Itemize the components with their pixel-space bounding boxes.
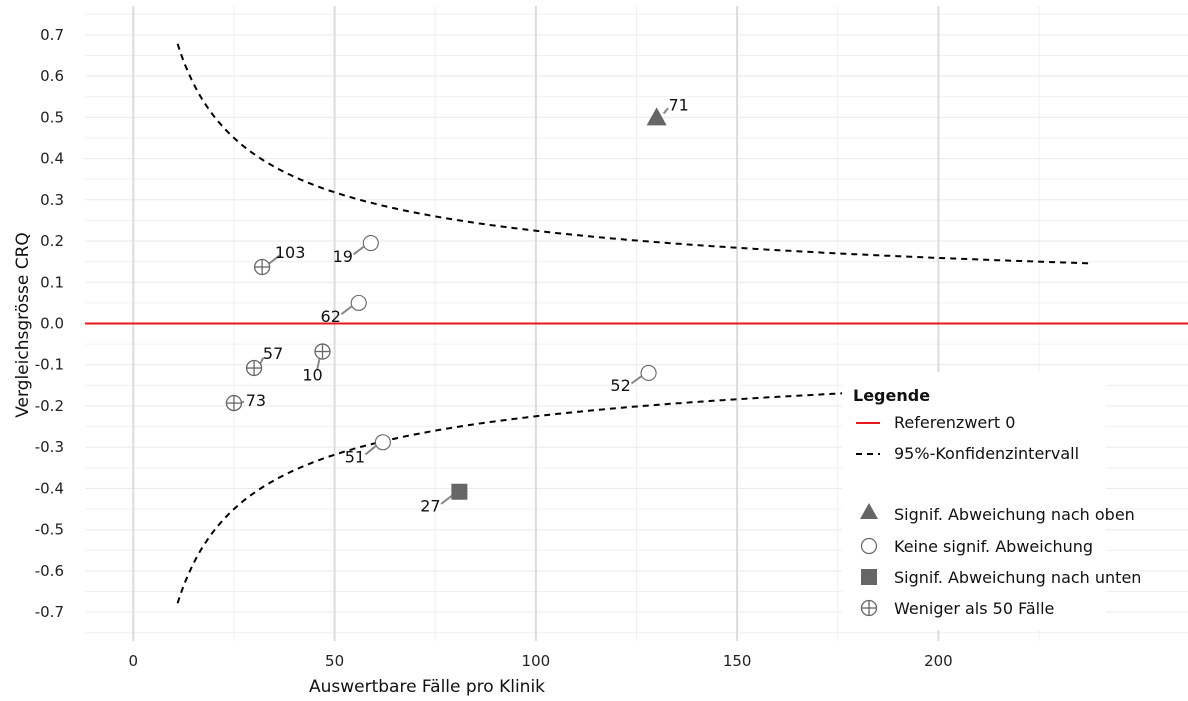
- legend-down-label: Signif. Abweichung nach unten: [894, 568, 1141, 587]
- circle-marker: [363, 236, 378, 251]
- point-label-62: 62: [321, 307, 341, 326]
- y-tick-label: -0.1: [35, 356, 64, 374]
- x-tick-label: 150: [723, 652, 752, 670]
- legend-none-label: Keine signif. Abweichung: [894, 537, 1093, 556]
- point-label-10: 10: [302, 366, 322, 385]
- circle-marker: [375, 435, 390, 450]
- x-axis-title: Auswertbare Fälle pro Klinik: [309, 677, 545, 697]
- crossed-circle-marker: [315, 344, 330, 359]
- y-tick-label: 0.7: [40, 26, 64, 44]
- circle-icon: [862, 539, 877, 554]
- y-tick-label: 0.1: [40, 273, 64, 291]
- circle-marker: [641, 365, 656, 380]
- y-tick-label: 0.4: [40, 150, 64, 168]
- y-tick-label: -0.4: [35, 479, 64, 497]
- label-leader-line: [441, 495, 452, 504]
- x-tick-label: 0: [129, 652, 139, 670]
- point-label-51: 51: [345, 447, 365, 466]
- point-label-71: 71: [668, 95, 688, 114]
- legend-up-label: Signif. Abweichung nach oben: [894, 505, 1135, 524]
- y-tick-label: -0.3: [35, 438, 64, 456]
- y-axis-ticks: 0.7 0.6 0.5 0.4 0.3 0.2 0.1 0.0 -0.1 -0.2 -0.3 -0.4…: [35, 26, 64, 621]
- x-tick-label: 100: [522, 652, 551, 670]
- point-label-19: 19: [333, 247, 353, 266]
- legend-few-label: Weniger als 50 Fälle: [894, 599, 1054, 618]
- crossed-circle-marker: [226, 396, 241, 411]
- square-marker: [451, 484, 467, 500]
- legend-title: Legende: [853, 386, 930, 405]
- crossed-circle-marker: [247, 361, 262, 376]
- legend-ci-line-label: 95%-Konfidenzintervall: [894, 444, 1079, 463]
- legend: Legende Referenzwert 0 95%-Konfidenzinte…: [842, 372, 1141, 630]
- point-label-57: 57: [263, 344, 283, 363]
- circle-marker: [351, 295, 366, 310]
- crossed-circle-marker: [255, 260, 270, 275]
- point-label-27: 27: [420, 497, 440, 516]
- x-tick-label: 50: [325, 652, 344, 670]
- x-axis-ticks: 0 50 100 150 200: [129, 652, 953, 670]
- square-icon: [861, 569, 877, 585]
- upper-ci-line: [178, 44, 1092, 264]
- data-points: [226, 107, 666, 499]
- x-tick-label: 200: [924, 652, 953, 670]
- label-leader-line: [354, 247, 364, 255]
- y-tick-label: -0.2: [35, 397, 64, 415]
- y-tick-label: -0.7: [35, 603, 64, 621]
- y-tick-label: 0.6: [40, 67, 64, 85]
- legend-background: [842, 372, 1106, 630]
- triangle-up-marker: [647, 107, 667, 125]
- point-label-73: 73: [246, 391, 266, 410]
- y-tick-label: 0.3: [40, 191, 64, 209]
- y-tick-label: -0.6: [35, 562, 64, 580]
- label-leader-line: [341, 306, 351, 314]
- label-leader-line: [242, 402, 244, 403]
- crossed-circle-icon: [862, 601, 877, 616]
- y-axis-title: Vergleichsgrösse CRQ: [13, 232, 33, 418]
- point-label-52: 52: [610, 376, 630, 395]
- label-leader-line: [664, 108, 668, 113]
- y-tick-label: 0.5: [40, 108, 64, 126]
- point-label-103: 103: [275, 243, 306, 262]
- legend-reference-line-label: Referenzwert 0: [894, 413, 1015, 432]
- label-leaders: [242, 108, 668, 504]
- y-tick-label: 0.2: [40, 232, 64, 250]
- y-tick-label: -0.5: [35, 521, 64, 539]
- y-tick-label: 0.0: [40, 315, 64, 333]
